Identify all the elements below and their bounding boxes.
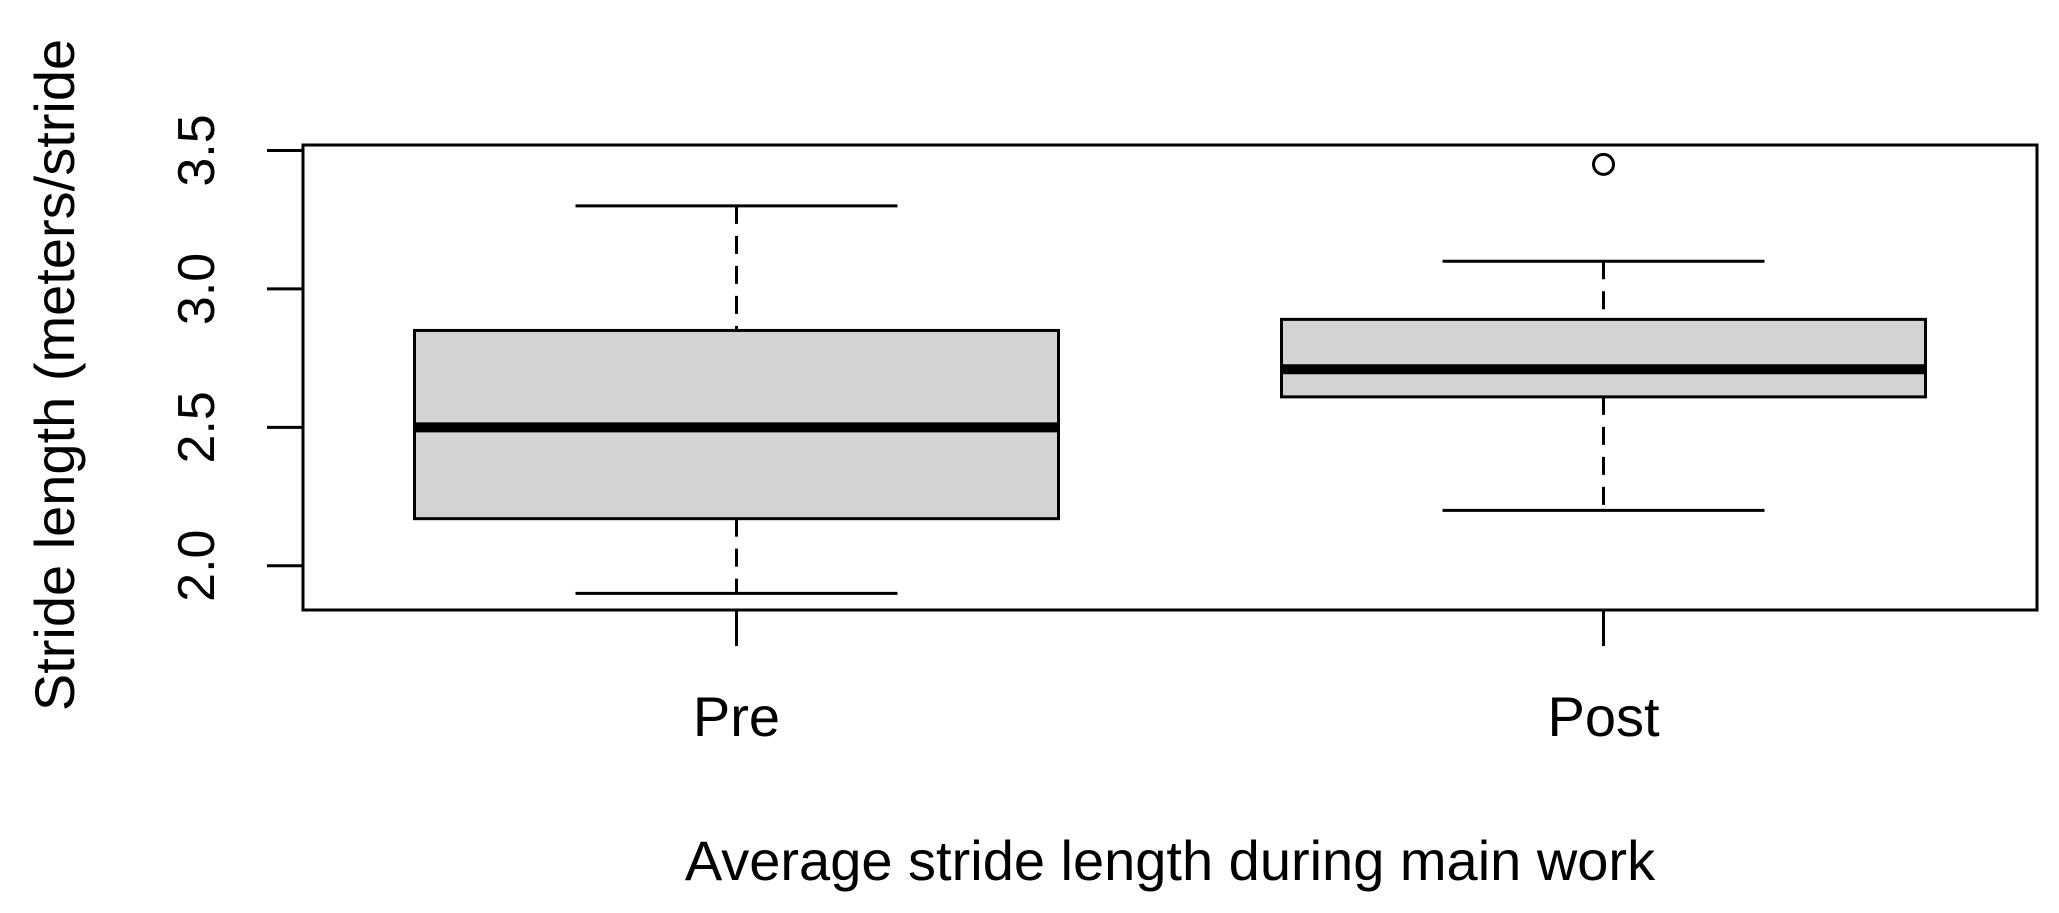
y-tick-label: 3.5 [168, 114, 226, 186]
y-tick-label: 2.0 [168, 530, 226, 602]
y-tick-label: 3.0 [168, 253, 226, 325]
y-axis-label: Stride length (meters/stride [23, 39, 86, 711]
x-tick-label: Pre [693, 685, 780, 748]
plot-frame [301, 143, 2039, 612]
x-tick-label: Post [1547, 685, 1659, 748]
y-tick-label: 2.5 [168, 391, 226, 463]
box-iqr [1280, 317, 1927, 399]
outlier-point [1592, 152, 1615, 176]
x-axis-label: Average stride length during main work [685, 829, 1656, 892]
chart-marks: 2.0 2.5 3.0 3.5 Pre Post [168, 114, 1927, 748]
